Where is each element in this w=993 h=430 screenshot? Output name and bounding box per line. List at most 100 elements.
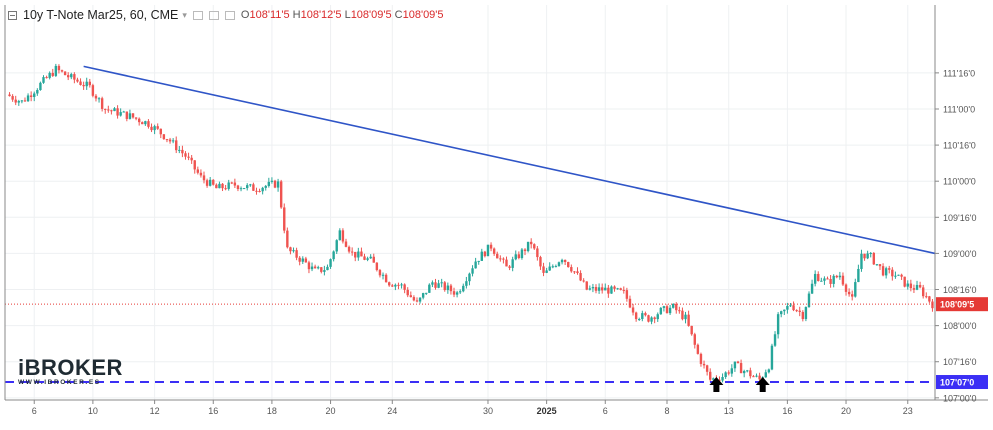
candle-body xyxy=(279,181,283,208)
candle-body xyxy=(458,291,462,293)
candle-body xyxy=(851,294,854,297)
candle-body xyxy=(628,298,632,308)
candle-body xyxy=(134,117,138,119)
high-value: 108'12'5 xyxy=(300,9,342,21)
candle-body xyxy=(218,183,221,189)
x-tick-label: 8 xyxy=(664,406,669,416)
candle-body xyxy=(835,275,838,278)
candle-body xyxy=(264,185,267,188)
y-tick-label: 107'00'0 xyxy=(943,393,976,403)
candle-body xyxy=(875,264,879,266)
candle-body xyxy=(931,301,934,309)
candle-body xyxy=(73,74,76,80)
candle-body xyxy=(338,230,342,241)
candle-body xyxy=(82,84,85,87)
candle-body xyxy=(545,270,548,273)
candle-body xyxy=(773,334,777,346)
candle-body xyxy=(391,285,394,287)
candle-body xyxy=(616,288,619,290)
candle-body xyxy=(11,96,14,100)
candle-body xyxy=(690,325,693,335)
candle-body xyxy=(125,111,129,119)
chevron-down-icon[interactable]: ▾ xyxy=(182,9,187,20)
candle-body xyxy=(63,71,67,76)
low-label: L xyxy=(344,9,351,21)
candle-body xyxy=(341,230,345,242)
candle-body xyxy=(156,126,159,129)
candle-body xyxy=(560,259,564,263)
candle-body xyxy=(20,100,24,102)
candle-body xyxy=(918,284,922,288)
candle-body xyxy=(425,292,428,294)
candle-body xyxy=(742,371,746,374)
candle-body xyxy=(468,273,471,282)
candle-body xyxy=(227,182,230,189)
candle-body xyxy=(332,251,335,260)
candle-body xyxy=(428,284,431,293)
candle-body xyxy=(310,266,314,270)
candle-body xyxy=(301,258,304,262)
candle-body xyxy=(409,295,413,298)
last-price-tag-bg xyxy=(936,297,988,312)
candle-body xyxy=(696,344,700,354)
candle-body xyxy=(39,82,42,91)
candle-body xyxy=(539,257,542,267)
candle-body xyxy=(511,259,514,268)
candle-body xyxy=(585,281,588,290)
candle-body xyxy=(718,379,721,381)
series-toggle-icon[interactable] xyxy=(192,10,203,20)
candle-body xyxy=(514,254,517,260)
candle-body xyxy=(33,93,36,97)
candle-body xyxy=(483,251,487,257)
y-tick-label: 108'00'0 xyxy=(943,321,976,331)
candle-body xyxy=(51,72,54,76)
candle-body xyxy=(625,290,629,299)
candle-body xyxy=(909,283,913,289)
candle-body xyxy=(884,268,888,276)
chart-header: 10y T-Note Mar25, 60, CME ▾ O108'11'5 H1… xyxy=(8,8,444,22)
candle-body xyxy=(548,266,551,271)
candle-body xyxy=(492,248,496,254)
collapse-icon[interactable] xyxy=(8,10,17,20)
candle-body xyxy=(289,247,292,252)
candle-body xyxy=(199,172,203,176)
y-tick-label: 111'00'0 xyxy=(943,104,975,114)
candle-body xyxy=(94,95,98,99)
downtrend-line[interactable] xyxy=(83,65,936,255)
candle-body xyxy=(295,250,298,258)
candle-body xyxy=(705,365,709,372)
open-label: O xyxy=(240,9,250,21)
candle-body xyxy=(14,99,17,103)
candle-body xyxy=(421,293,425,298)
candle-body xyxy=(594,287,598,291)
candle-body xyxy=(233,182,237,186)
candle-body xyxy=(313,266,317,269)
candle-body xyxy=(631,307,635,313)
candle-body xyxy=(844,284,848,292)
candle-body xyxy=(668,307,672,314)
candle-body xyxy=(854,282,857,297)
candle-body xyxy=(891,269,894,277)
candle-body xyxy=(619,288,622,290)
last-price-tag: 108'09'5 xyxy=(940,300,974,310)
candle-body xyxy=(107,109,110,111)
candle-body xyxy=(810,283,814,294)
candle-body xyxy=(499,258,502,260)
candle-body xyxy=(582,280,585,282)
x-tick-label: 16 xyxy=(208,406,218,416)
candle-body xyxy=(752,376,755,378)
open-value: 108'11'5 xyxy=(249,9,290,21)
candle-body xyxy=(381,274,385,276)
candle-body xyxy=(807,293,811,308)
candle-body xyxy=(452,291,456,295)
candle-body xyxy=(354,251,357,258)
candle-body xyxy=(921,287,925,297)
candle-body xyxy=(928,296,931,302)
candle-body xyxy=(699,353,703,364)
candle-body xyxy=(869,253,872,255)
series-remove-icon[interactable] xyxy=(224,10,235,20)
candle-body xyxy=(847,291,851,295)
series-settings-icon[interactable] xyxy=(208,10,219,20)
candle-body xyxy=(634,312,638,320)
